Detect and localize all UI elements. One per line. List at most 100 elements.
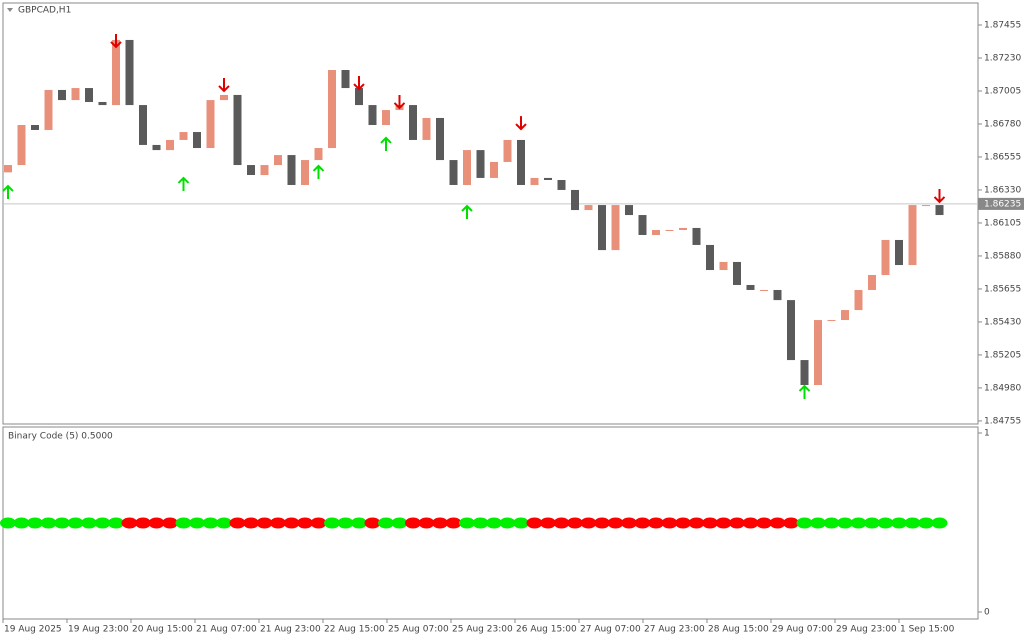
candle-body — [679, 227, 687, 230]
y-tick-label: 1.85880 — [984, 251, 1021, 261]
candle-body — [368, 105, 377, 126]
candle-body — [881, 239, 890, 276]
candle-body — [17, 125, 26, 166]
candle-body — [544, 177, 552, 180]
candle-body — [449, 160, 458, 185]
signal-arrow — [933, 188, 946, 204]
candle-body — [517, 139, 525, 185]
candle-body — [301, 160, 309, 185]
signal-arrow — [218, 77, 230, 93]
time-label: 29 Aug 23:00 — [836, 625, 897, 635]
signal-arrow — [798, 384, 811, 400]
indicator-dot — [904, 517, 921, 529]
indicator-dot — [607, 517, 624, 529]
indicator-dot — [688, 517, 705, 529]
indicator-dot — [729, 517, 745, 529]
candle-body — [341, 70, 350, 89]
candle-body — [638, 215, 647, 235]
time-label: 25 Aug 23:00 — [452, 625, 513, 635]
candle-body — [760, 289, 768, 291]
indicator-dot — [526, 517, 543, 529]
candle-body — [112, 39, 120, 106]
candle-body — [787, 300, 795, 361]
indicator-dot — [243, 517, 259, 529]
indicator-dot — [175, 517, 192, 529]
candle-body — [328, 70, 336, 149]
y-tick-label: 1.85205 — [984, 350, 1021, 360]
indicator-dot — [877, 517, 894, 529]
candle-body — [436, 117, 444, 161]
signal-arrow — [461, 204, 473, 219]
indicator-dot — [702, 517, 718, 529]
indicator-dot — [742, 517, 759, 529]
candle-body — [854, 289, 863, 311]
indicator-dot — [229, 517, 246, 529]
indicator-dot — [13, 517, 30, 529]
time-label: 28 Aug 15:00 — [708, 625, 769, 635]
y-tick-label: 1.85430 — [984, 317, 1021, 327]
y-tick-label: 1.86780 — [984, 119, 1021, 129]
signal-arrow — [312, 164, 325, 179]
signal-arrow — [177, 176, 190, 191]
candle-body — [908, 205, 917, 266]
time-label: 29 Aug 07:00 — [772, 625, 833, 635]
candle-body — [139, 105, 147, 145]
candle-body — [625, 205, 633, 216]
signal-arrow — [393, 94, 406, 110]
indicator-dot — [270, 517, 286, 529]
indicator-dot — [864, 517, 880, 529]
candle-body — [571, 189, 579, 211]
candle-body — [71, 88, 80, 101]
price-panel — [2, 2, 979, 425]
time-label: 21 Aug 07:00 — [196, 625, 257, 635]
indicator-dot — [297, 517, 313, 529]
indicator-dot — [162, 517, 178, 529]
y-tick-label: 1.84755 — [984, 416, 1021, 426]
indicator-dot — [499, 517, 516, 529]
candle-body — [935, 205, 944, 216]
candle-body — [895, 239, 903, 266]
time-label: 22 Aug 15:00 — [324, 625, 385, 635]
candle-body — [31, 125, 39, 130]
indicator-dot — [418, 517, 435, 529]
candle-body — [922, 205, 930, 207]
price-tag-label: 1.86235 — [984, 199, 1021, 209]
time-label: 1 Sep 15:00 — [900, 625, 955, 635]
candle-body — [152, 144, 161, 151]
indicator-dot — [445, 517, 462, 529]
indicator-dot — [634, 517, 651, 529]
candle-body — [247, 165, 255, 176]
candle-body — [530, 177, 539, 185]
candle-body — [4, 165, 12, 173]
indicator-dot — [337, 517, 354, 529]
indicator-dot — [823, 517, 840, 529]
candle-body — [287, 155, 296, 185]
indicator-dot — [0, 517, 16, 529]
indicator-dot — [513, 517, 529, 529]
indicator-dot — [756, 517, 772, 529]
candle-body — [665, 229, 674, 231]
candle-body — [868, 275, 876, 290]
indicator-tick-label: 0 — [984, 608, 990, 618]
time-label: 27 Aug 07:00 — [580, 625, 641, 635]
panel-menu-icon[interactable] — [7, 8, 13, 12]
indicator-tick-label: 1 — [984, 429, 990, 439]
indicator-dot — [216, 517, 232, 529]
y-tick-label: 1.86105 — [984, 218, 1021, 228]
indicator-dot — [283, 517, 300, 529]
candle-body — [773, 289, 782, 301]
candle-body — [692, 227, 701, 245]
y-tick-label: 1.86555 — [984, 152, 1021, 162]
candle-body — [409, 105, 417, 140]
signal-arrow — [353, 76, 365, 91]
indicator-dot — [351, 517, 367, 529]
candle-body — [166, 139, 174, 151]
indicator-dot — [540, 517, 556, 529]
candle-body — [800, 360, 809, 385]
candle-body — [98, 101, 107, 106]
indicator-dot — [405, 517, 421, 529]
indicator-dot — [459, 517, 475, 529]
indicator-dot — [121, 517, 138, 529]
indicator-dot — [486, 517, 502, 529]
signal-arrow — [110, 33, 122, 49]
